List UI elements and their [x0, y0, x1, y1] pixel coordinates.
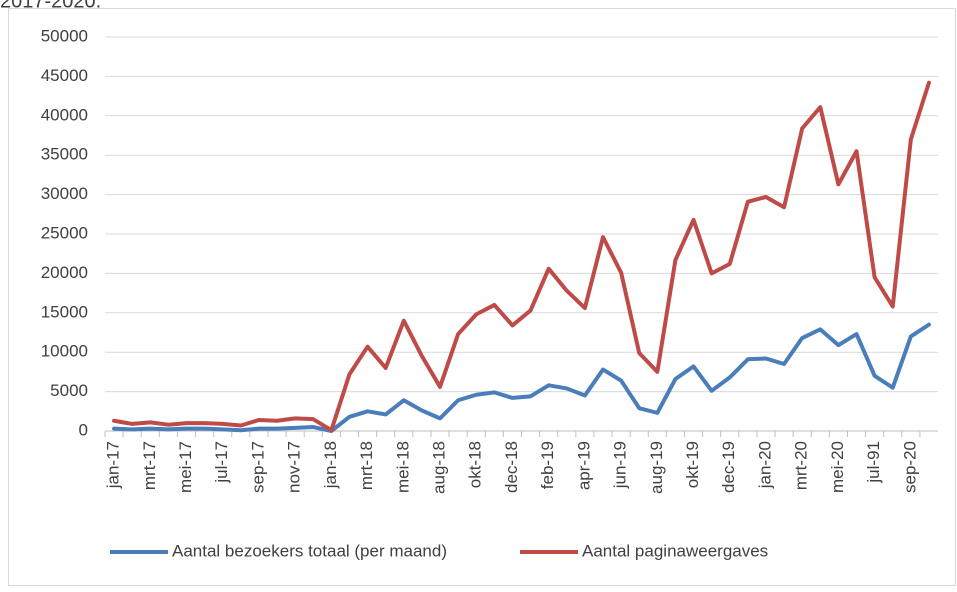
- y-tick-label: 40000: [41, 105, 88, 124]
- x-tick-label: sep-17: [248, 441, 267, 493]
- x-tick-label: jan-18: [321, 441, 340, 489]
- x-tick-label: dec-19: [719, 441, 738, 493]
- legend-label: Aantal paginaweergaves: [582, 541, 768, 560]
- x-tick-label: jul-91: [864, 441, 883, 484]
- chart-frame: [8, 8, 956, 586]
- x-tick-label: jan-20: [755, 441, 774, 489]
- x-tick-label: okt-19: [683, 441, 702, 488]
- x-tick-label: mei-18: [393, 441, 412, 493]
- x-tick-label: aug-18: [429, 441, 448, 494]
- x-tick-label: mrt-20: [792, 441, 811, 490]
- x-tick-label: jul-17: [212, 441, 231, 484]
- line-series: [112, 80, 931, 433]
- y-tick-label: 30000: [41, 184, 88, 203]
- chart-title: 2017-2020.: [0, 0, 101, 12]
- x-tick-label: apr-19: [574, 441, 593, 490]
- y-tick-label: 0: [79, 420, 88, 439]
- y-tick-label: 20000: [41, 263, 88, 282]
- line-series: [112, 322, 931, 433]
- x-tick-label: feb-19: [538, 441, 557, 489]
- x-tick-label: jan-17: [104, 441, 123, 489]
- y-tick-label: 15000: [41, 302, 88, 321]
- x-tick-label: mei-20: [828, 441, 847, 493]
- x-tick-label: mrt-18: [357, 441, 376, 490]
- x-tick-label: dec-18: [502, 441, 521, 493]
- y-tick-label: 5000: [50, 381, 88, 400]
- y-tick-label: 35000: [41, 145, 88, 164]
- y-tick-label: 10000: [41, 342, 88, 361]
- y-tick-label: 25000: [41, 223, 88, 242]
- x-tick-label: mei-17: [176, 441, 195, 493]
- y-tick-label: 50000: [41, 26, 88, 45]
- x-tick-label: okt-18: [466, 441, 485, 488]
- x-tick-label: sep-20: [900, 441, 919, 493]
- y-tick-label: 45000: [41, 66, 88, 85]
- x-tick-label: jun-19: [611, 441, 630, 489]
- x-tick-label: mrt-17: [140, 441, 159, 490]
- x-tick-label: aug-19: [647, 441, 666, 494]
- x-tick-label: nov-17: [285, 441, 304, 493]
- legend-label: Aantal bezoekers totaal (per maand): [172, 541, 447, 560]
